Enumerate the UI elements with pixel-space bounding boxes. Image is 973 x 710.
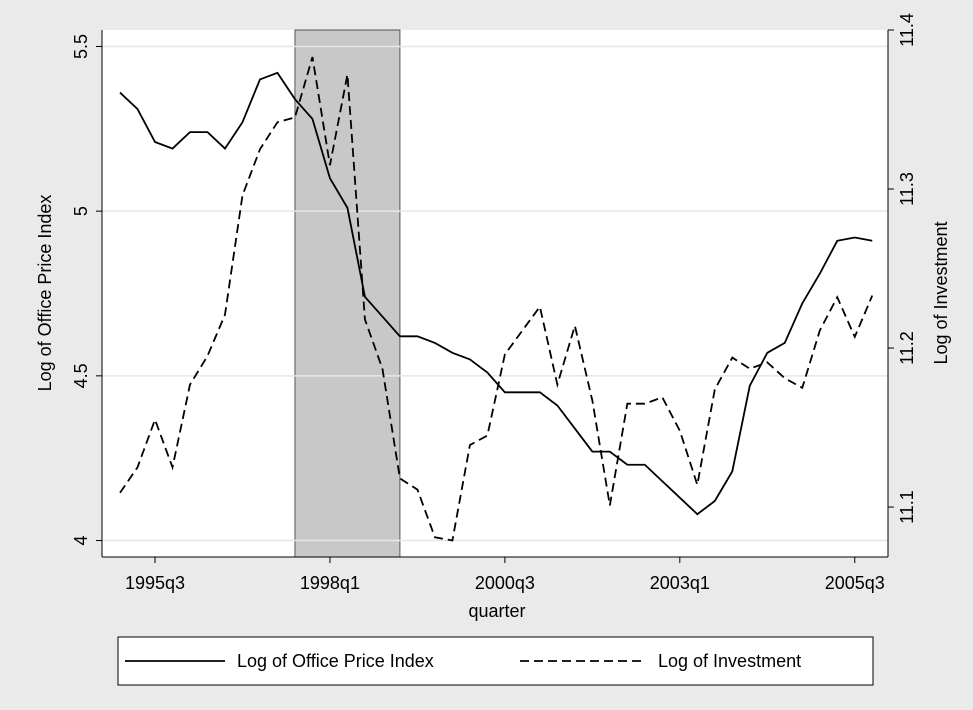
y-tick-label: 4 xyxy=(71,536,91,546)
x-tick-label: 2005q3 xyxy=(825,573,885,593)
y2-axis-label: Log of Investment xyxy=(931,221,951,364)
y-tick-label: 5 xyxy=(71,206,91,216)
y-tick-label: 4.5 xyxy=(71,363,91,388)
legend-box xyxy=(117,636,874,686)
x-tick-label: 1995q3 xyxy=(125,573,185,593)
y-axis-label: Log of Office Price Index xyxy=(35,195,55,392)
x-tick-label: 1998q1 xyxy=(300,573,360,593)
series-line xyxy=(119,56,874,542)
y2-tick-label: 11.2 xyxy=(897,331,917,365)
plot xyxy=(102,29,888,558)
x-tick-label: 2000q3 xyxy=(475,573,535,593)
y2-tick-label: 11.1 xyxy=(897,490,917,524)
shaded-region xyxy=(294,29,401,558)
x-axis-label: quarter xyxy=(468,601,525,621)
legend-label: Log of Investment xyxy=(658,651,801,671)
series-line xyxy=(119,71,873,516)
y2-tick-label: 11.3 xyxy=(897,172,917,206)
x-tick-label: 2003q1 xyxy=(650,573,710,593)
y-tick-label: 5.5 xyxy=(71,34,91,59)
legend-label: Log of Office Price Index xyxy=(237,651,434,671)
plot-area xyxy=(102,30,888,557)
y2-tick-label: 11.4 xyxy=(897,13,917,47)
